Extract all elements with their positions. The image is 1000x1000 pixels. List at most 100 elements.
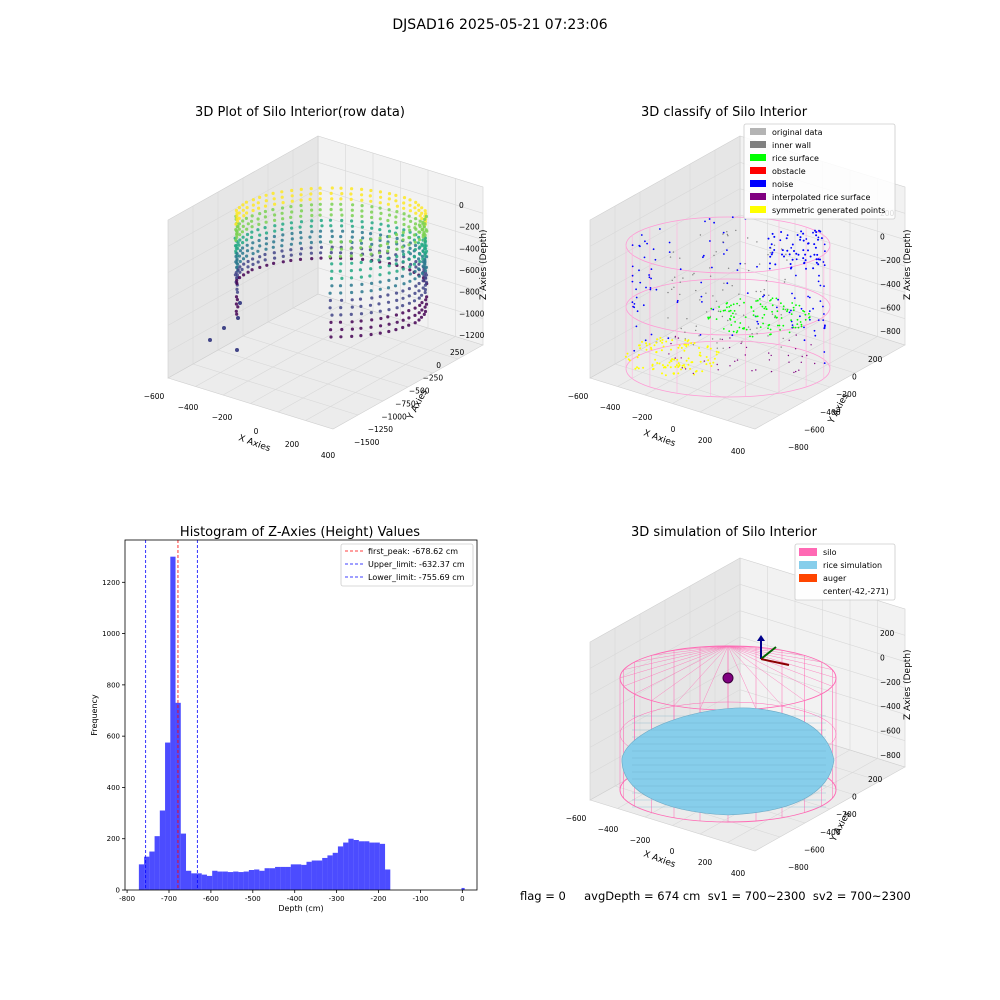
classify-rice-point [762,322,764,325]
classify-noise-point [701,301,703,303]
classify-rice-point [729,309,732,312]
classify-noise-point [731,216,734,219]
raw-3d-point [408,246,412,250]
raw-3d-point [264,231,269,235]
raw-3d-point [233,244,238,248]
raw-3d-point [290,226,294,230]
classify-symmetric-point [674,365,677,368]
histogram-legend-frame [340,543,474,587]
raw-3d-point [250,225,254,229]
classify-rice-point [792,326,795,329]
raw-3d-point [369,188,373,193]
classify-symmetric-point [642,366,645,369]
classify-noise-point [799,238,802,241]
raw-3d-point [264,242,268,246]
simulation-3d-gridline [727,600,878,843]
classify-symmetric-point [687,363,690,366]
raw-3d-point [234,254,238,259]
raw-3d-point [350,334,354,338]
classify-symmetric-point [662,345,665,348]
raw-3d-point [402,255,406,259]
raw-3d-point [208,338,212,342]
raw-3d-point [395,269,399,273]
raw-3d-point [241,246,245,250]
classify-noise-point [636,310,639,313]
raw-3d-point [280,249,284,253]
raw-3d-point [414,200,418,204]
classify-rice-point [788,331,791,334]
raw-3d-zlabel: Z Axies (Depth) [479,229,489,300]
raw-3d-point [258,244,262,248]
classify-rice-point [707,317,710,320]
raw-3d-point [234,295,239,299]
histogram-bar [364,841,370,890]
classify-noise-point [800,307,803,310]
raw-3d-point [338,320,343,324]
raw-3d-point [236,262,240,266]
classify-symmetric-point [624,355,627,358]
raw-3d-point [330,262,334,266]
classify-rice-point [780,317,783,319]
classify-noise-point [711,266,713,269]
raw-3d-point [395,306,399,310]
classify-symmetric-point [641,340,643,343]
classify-noise-point [676,301,679,304]
classify-symmetric-point [658,362,661,365]
silo-roof-line [651,645,729,701]
histogram-bar [159,810,166,890]
classify-interpolated-point [684,368,687,370]
classify-3d-ytick-label: −200 [836,390,857,399]
raw-3d-point [299,198,303,202]
classify-symmetric-point [671,358,674,361]
classify-wall-point [784,309,786,311]
raw-3d-point [377,302,381,306]
raw-3d-point [258,255,262,259]
raw-3d-point [360,214,364,218]
silo-roof-line [727,645,757,709]
raw-3d-point [412,299,417,303]
classify-wall-point [767,335,769,337]
raw-3d-point [241,208,245,212]
raw-3d-point [298,225,302,229]
classify-symmetric-point [661,338,664,341]
classify-noise-point [648,276,651,279]
silo-roof-line [634,645,729,663]
simulation-legend-swatch [799,561,817,569]
classify-symmetric-point [680,346,683,349]
raw-3d-point [235,276,239,280]
raw-3d-point [245,227,249,231]
histogram-ytick-label: 600 [107,733,120,741]
classify-noise-point [654,258,657,261]
classify-interpolated-point [801,355,803,358]
classify-symmetric-point [677,346,680,349]
classify-symmetric-point [699,351,702,354]
classify-rice-point [800,323,803,326]
classify-symmetric-point [638,344,640,347]
raw-3d-point [280,195,284,199]
classify-symmetric-point [626,352,629,355]
classify-symmetric-point [656,362,659,364]
raw-3d-point [407,250,411,254]
classify-noise-point [781,249,784,252]
raw-3d-point [360,187,364,191]
classify-symmetric-point [717,351,720,354]
histogram-legend-label: Upper_limit: -632.37 cm [368,560,465,569]
classify-noise-point [807,295,809,298]
raw-3d-point [418,219,422,223]
histogram-bar [348,838,354,890]
classify-wall-point [712,295,714,297]
raw-3d-point [417,238,422,242]
raw-3d-point [369,252,373,256]
raw-3d-point [387,271,391,275]
classify-symmetric-point [710,365,713,367]
classify-rice-point [771,310,773,313]
classify-wall-point [783,281,786,283]
classify-legend-swatch [750,167,766,174]
auger-axis-z-head [757,635,765,641]
classify-legend-swatch [750,180,766,187]
classify-interpolated-point [736,359,739,361]
classify-symmetric-point [683,366,686,369]
raw-3d-ytick-label: −1250 [368,425,394,434]
raw-3d-point [289,221,293,225]
silo-center-marker [722,672,734,684]
